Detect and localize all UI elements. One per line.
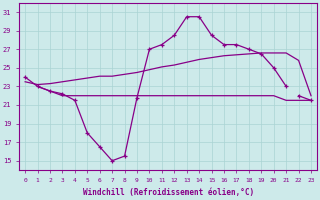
X-axis label: Windchill (Refroidissement éolien,°C): Windchill (Refroidissement éolien,°C) — [83, 188, 254, 197]
